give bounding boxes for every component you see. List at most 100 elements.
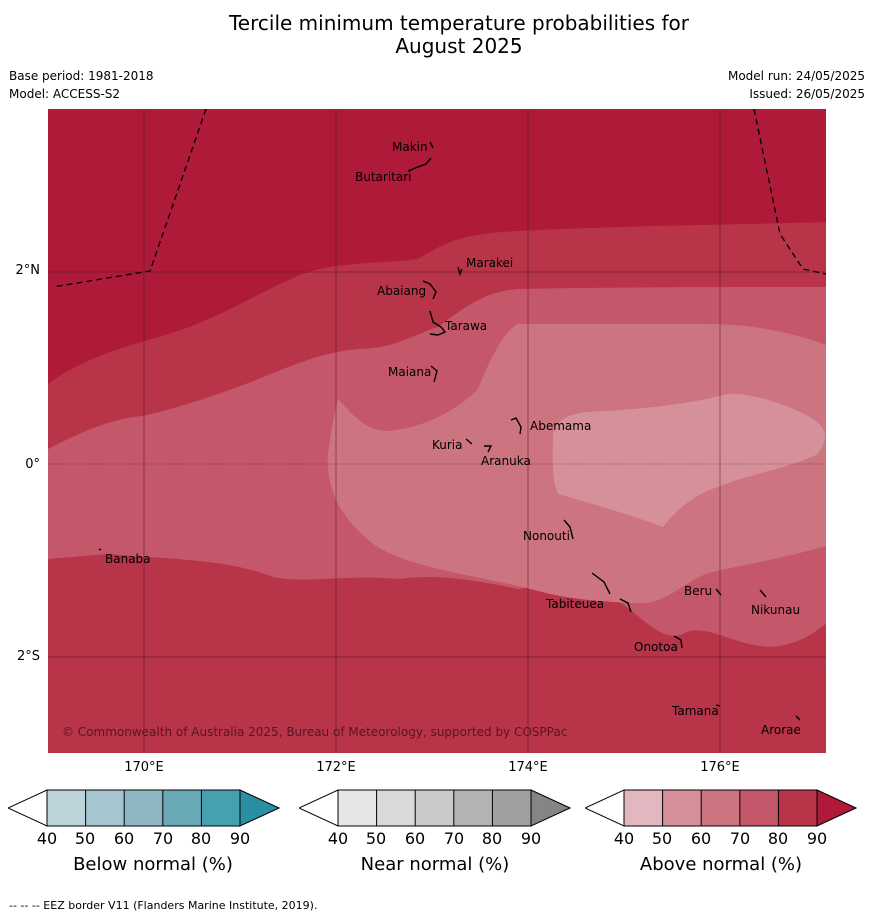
cbar-below-seg-5 xyxy=(201,790,240,826)
x-label-172e: 172°E xyxy=(316,760,356,775)
meta-left: Base period: 1981-2018 Model: ACCESS-S2 xyxy=(9,67,154,103)
cbar-above-ext-high xyxy=(816,789,857,827)
island-marakei xyxy=(457,266,463,277)
cbar-below-seg-3 xyxy=(124,790,163,826)
label-beru: Beru xyxy=(684,584,712,598)
label-butaritari: Butaritari xyxy=(355,170,412,184)
cbar-above-tick-70: 70 xyxy=(729,829,751,848)
label-abaiang: Abaiang xyxy=(377,284,426,298)
cbar-above-tick-50: 50 xyxy=(651,829,673,848)
cbar-near-tick-80: 80 xyxy=(481,829,503,848)
cbar-near-title: Near normal (%) xyxy=(360,854,510,875)
label-banaba: Banaba xyxy=(105,552,151,566)
model-run: Model run: 24/05/2025 xyxy=(727,69,865,83)
label-tarawa: Tarawa xyxy=(444,319,487,333)
cbar-above-seg-5 xyxy=(778,790,817,826)
y-label-0: 0° xyxy=(25,457,40,472)
base-period: Base period: 1981-2018 xyxy=(9,69,154,83)
x-label-176e: 176°E xyxy=(700,760,740,775)
cbar-below-tick-70: 70 xyxy=(152,829,174,848)
map-title: Tercile minimum temperature probabilitie… xyxy=(0,12,873,58)
eez-border xyxy=(52,108,827,288)
island-butaritari xyxy=(407,157,432,172)
probability-map: Makin Butaritari Marakei Abaiang Tarawa … xyxy=(48,108,827,753)
cbar-below-ext-low xyxy=(8,789,48,827)
island-arorae xyxy=(795,715,801,721)
colorbar-above-normal xyxy=(585,789,857,827)
cbar-near-ext-high xyxy=(530,789,571,827)
island-tamana xyxy=(715,704,721,707)
island-tarawa xyxy=(429,310,447,336)
island-abaiang xyxy=(422,280,437,300)
y-label-2n: 2°N xyxy=(15,263,41,278)
footnote-eez: -- -- -- EEZ border V11 (Flanders Marine… xyxy=(9,899,318,912)
cbar-near-seg-4 xyxy=(453,790,493,826)
cbar-above-tick-40: 40 xyxy=(613,829,635,848)
cbar-above-ext-low xyxy=(585,789,625,827)
island-onotoa xyxy=(673,635,683,649)
label-maiana: Maiana xyxy=(388,365,431,379)
title-line-1: Tercile minimum temperature probabilitie… xyxy=(228,11,690,35)
label-kuria: Kuria xyxy=(432,438,463,452)
label-marakei: Marakei xyxy=(466,256,513,270)
cbar-below-tick-80: 80 xyxy=(190,829,212,848)
cbar-below-seg-4 xyxy=(162,790,202,826)
cbar-below-seg-1 xyxy=(47,790,86,826)
colorbar-below-normal xyxy=(8,789,280,827)
label-nikunau: Nikunau xyxy=(751,603,800,617)
cbar-below-tick-40: 40 xyxy=(36,829,58,848)
cbar-above-seg-3 xyxy=(701,790,740,826)
title-line-2: August 2025 xyxy=(395,34,523,58)
cbar-near-seg-3 xyxy=(415,790,454,826)
cbar-near-tick-60: 60 xyxy=(404,829,426,848)
island-nonouti xyxy=(563,519,574,540)
island-nikunau xyxy=(759,589,767,598)
label-abemama: Abemama xyxy=(530,419,591,433)
cbar-near-ext-low xyxy=(299,789,339,827)
band-50 xyxy=(552,393,825,527)
cbar-below-seg-2 xyxy=(85,790,125,826)
islands xyxy=(98,141,801,721)
cbar-above-seg-1 xyxy=(624,790,663,826)
label-onotoa: Onotoa xyxy=(634,640,678,654)
island-abemama xyxy=(510,417,522,435)
map-panel: Makin Butaritari Marakei Abaiang Tarawa … xyxy=(48,108,827,753)
copyright-notice: © Commonwealth of Australia 2025, Bureau… xyxy=(62,725,567,739)
cbar-below-tick-60: 60 xyxy=(113,829,135,848)
y-label-2s: 2°S xyxy=(16,649,40,664)
x-label-170e: 170°E xyxy=(124,760,164,775)
cbar-near-tick-90: 90 xyxy=(520,829,542,848)
cbar-below-tick-90: 90 xyxy=(229,829,251,848)
island-maiana xyxy=(430,365,438,383)
cbar-near-tick-40: 40 xyxy=(327,829,349,848)
cbar-above-tick-60: 60 xyxy=(690,829,712,848)
label-arorae: Arorae xyxy=(761,723,801,737)
cbar-above-title: Above normal (%) xyxy=(639,854,803,875)
cbar-above-tick-90: 90 xyxy=(806,829,828,848)
x-label-174e: 174°E xyxy=(508,760,548,775)
model-name: Model: ACCESS-S2 xyxy=(9,87,121,101)
island-banaba xyxy=(98,548,102,551)
label-makin: Makin xyxy=(392,140,428,154)
label-tamana: Tamana xyxy=(671,704,719,718)
cbar-near-seg-2 xyxy=(376,790,416,826)
colorbar-near-normal xyxy=(299,789,571,827)
label-nonouti: Nonouti xyxy=(523,529,570,543)
issued-date: Issued: 26/05/2025 xyxy=(749,87,865,101)
island-beru xyxy=(715,588,722,596)
label-tabiteuea: Tabiteuea xyxy=(545,597,604,611)
cbar-above-tick-80: 80 xyxy=(767,829,789,848)
cbar-below-tick-50: 50 xyxy=(74,829,96,848)
cbar-below-ext-high xyxy=(239,789,280,827)
island-aranuka xyxy=(484,445,493,453)
label-aranuka: Aranuka xyxy=(481,454,531,468)
cbar-below-title: Below normal (%) xyxy=(73,854,233,875)
island-makin xyxy=(429,141,434,149)
cbar-near-seg-1 xyxy=(338,790,377,826)
cbar-above-seg-4 xyxy=(739,790,779,826)
cbar-above-seg-2 xyxy=(662,790,702,826)
island-tabiteuea xyxy=(591,572,632,613)
cbar-near-tick-50: 50 xyxy=(365,829,387,848)
graticule xyxy=(48,109,826,753)
island-kuria xyxy=(465,438,473,445)
